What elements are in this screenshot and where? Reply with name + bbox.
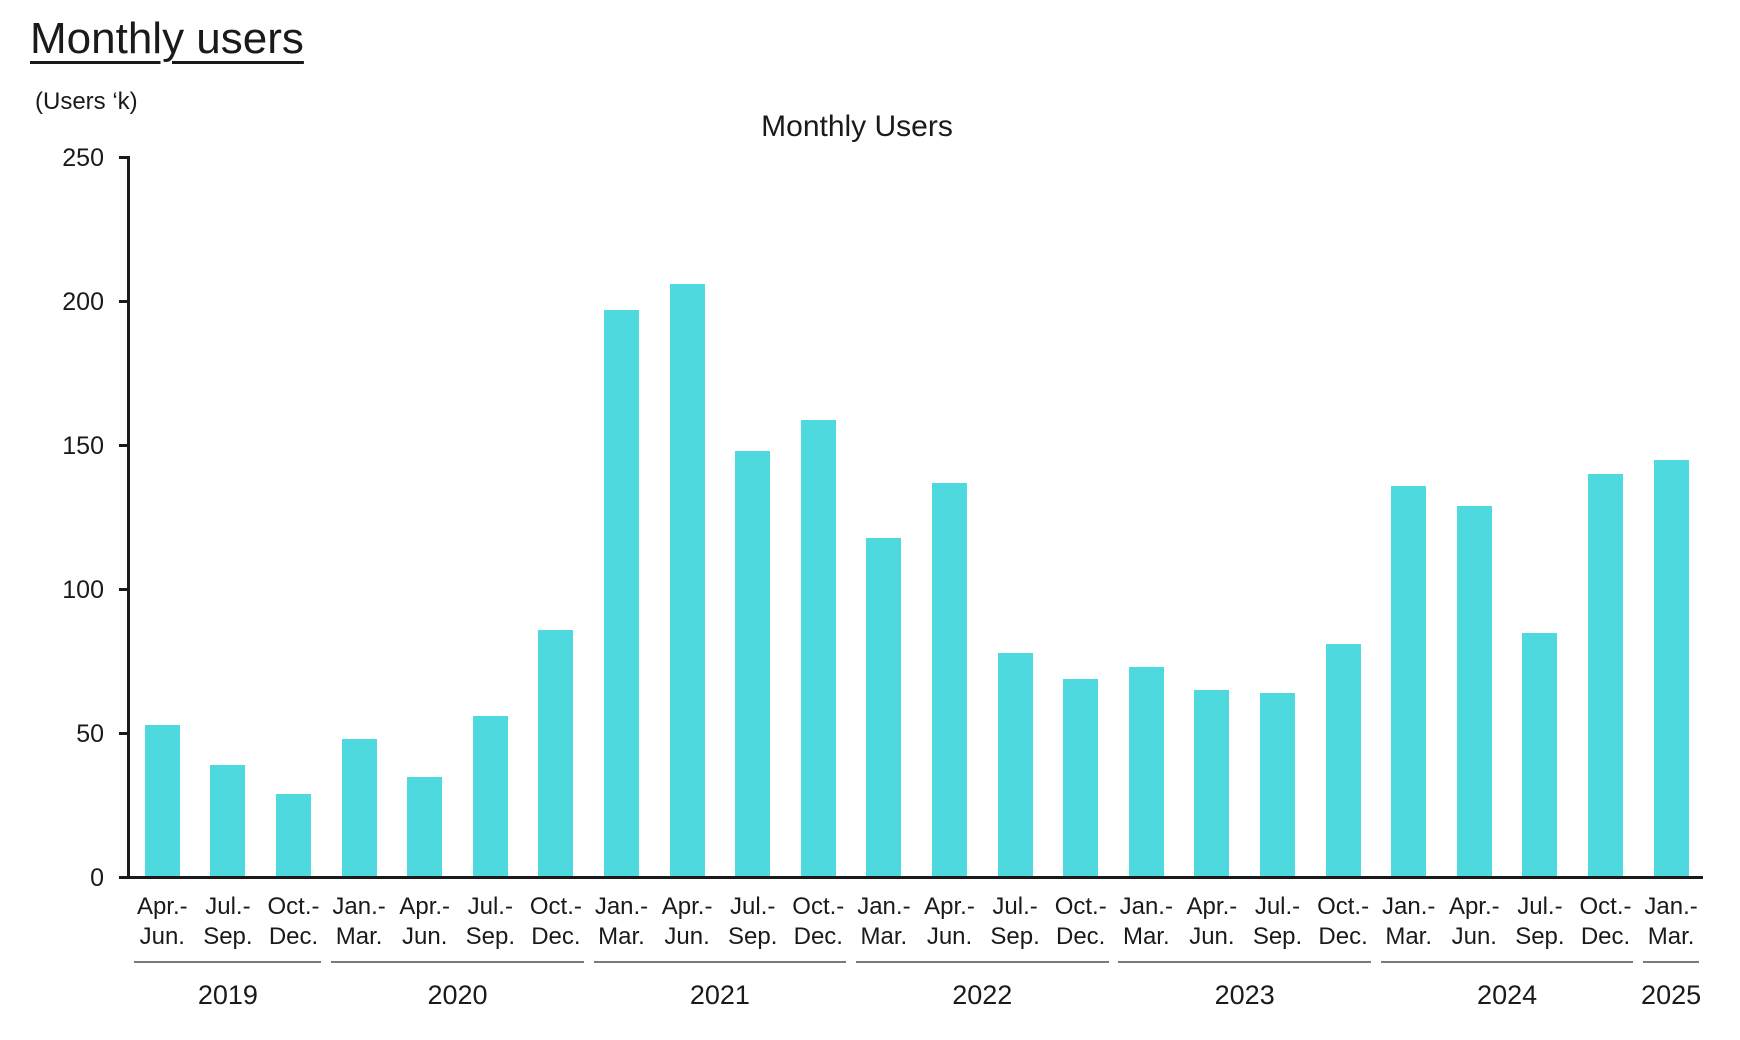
year-group-underline	[134, 961, 322, 963]
chart-bar	[1063, 678, 1099, 878]
chart-bar	[1653, 459, 1689, 878]
y-axis-tick	[119, 156, 127, 159]
year-group-label: 2019	[197, 980, 258, 1010]
y-axis-tick-label: 250	[62, 143, 104, 172]
x-axis-quarter-label: Apr.- Jun.	[924, 893, 975, 950]
x-axis-quarter-label: Jan.- Mar.	[1382, 893, 1436, 950]
y-axis-unit-label: (Users ‘k)	[35, 88, 138, 115]
x-axis-quarter-label: Jul.- Sep.	[1515, 893, 1565, 950]
x-axis-quarter-label: Jul.- Sep.	[203, 893, 253, 950]
chart-bar	[144, 724, 180, 878]
x-axis-quarter-label: Oct.- Dec.	[792, 893, 845, 950]
page-title: Monthly users	[30, 14, 304, 63]
x-axis-quarter-label: Apr.- Jun.	[136, 893, 188, 950]
x-axis-line	[120, 876, 1703, 879]
x-axis-quarter-label: Jul.- Sep.	[465, 893, 515, 950]
chart-bar	[800, 419, 836, 878]
y-axis-tick	[119, 300, 127, 303]
year-group-underline	[855, 961, 1109, 963]
chart-bar	[1456, 505, 1492, 878]
x-axis-quarter-label: Jan.- Mar.	[857, 893, 911, 950]
chart-bar	[407, 776, 443, 878]
chart-bar	[1260, 693, 1295, 878]
y-axis-tick	[119, 444, 127, 447]
chart-bar	[735, 451, 771, 878]
y-axis-line	[127, 156, 130, 879]
x-axis-quarter-label: Oct.- Dec.	[267, 893, 320, 950]
year-group-underline	[593, 961, 847, 963]
year-group-underline	[1118, 961, 1372, 963]
x-axis-quarter-label: Oct.- Dec.	[1579, 893, 1632, 950]
x-axis-quarter-label: Oct.- Dec.	[1317, 893, 1370, 950]
x-axis-quarter-label: Jan.- Mar.	[594, 893, 649, 950]
y-axis-tick-label: 100	[62, 575, 104, 604]
chart-bar	[866, 537, 902, 878]
x-axis-quarter-label: Jan.- Mar.	[1119, 893, 1173, 950]
x-axis-quarter-label: Jul.- Sep.	[728, 893, 778, 950]
y-axis-tick-label: 0	[90, 863, 104, 892]
year-group-label: 2023	[1214, 980, 1275, 1010]
chart-bar	[997, 652, 1033, 878]
y-axis-tick	[119, 876, 127, 879]
chart-bar	[1522, 632, 1558, 878]
year-group-underline	[1643, 961, 1700, 963]
x-axis-quarter-label: Jul.- Sep.	[990, 893, 1040, 950]
x-axis-quarter-label: Apr.- Jun.	[1448, 893, 1500, 950]
chart-bar	[341, 739, 377, 878]
chart-title: Monthly Users	[761, 110, 953, 143]
chart-bar	[538, 629, 574, 878]
chart-bar	[669, 284, 705, 878]
chart-bar	[276, 793, 311, 878]
x-axis-quarter-label: Apr.- Jun.	[1186, 893, 1238, 950]
chart-bar	[604, 310, 639, 878]
chart-bar	[1194, 690, 1230, 878]
x-axis-quarter-label: Apr.- Jun.	[399, 893, 451, 950]
chart-bar	[1391, 485, 1427, 878]
y-axis-tick	[119, 732, 127, 735]
x-axis-quarter-label: Jan.- Mar.	[1644, 893, 1698, 950]
year-group-label: 2025	[1641, 980, 1702, 1010]
year-group-label: 2022	[952, 980, 1013, 1010]
chart-bar	[1128, 667, 1164, 878]
y-axis-tick-label: 50	[76, 719, 104, 748]
chart-bar	[210, 765, 246, 878]
y-axis-tick-label: 150	[62, 431, 104, 460]
x-axis-quarter-label: Oct.- Dec.	[1054, 893, 1107, 950]
x-axis-quarter-label: Jul.- Sep.	[1252, 893, 1303, 950]
x-axis-quarter-label: Apr.- Jun.	[661, 893, 713, 950]
chart-bar	[1588, 474, 1623, 878]
chart-bar	[1325, 644, 1361, 878]
y-axis-tick	[119, 588, 127, 591]
chart-bar	[932, 482, 967, 878]
year-group-label: 2020	[427, 980, 488, 1010]
x-axis-quarter-label: Oct.- Dec.	[529, 893, 582, 950]
y-axis-tick-label: 200	[62, 287, 104, 316]
year-group-underline	[1380, 961, 1634, 963]
year-group-underline	[331, 961, 584, 963]
year-group-label: 2021	[689, 980, 750, 1010]
chart-bar	[472, 716, 508, 878]
year-group-label: 2024	[1477, 980, 1538, 1010]
x-axis-quarter-label: Jan.- Mar.	[332, 893, 386, 950]
